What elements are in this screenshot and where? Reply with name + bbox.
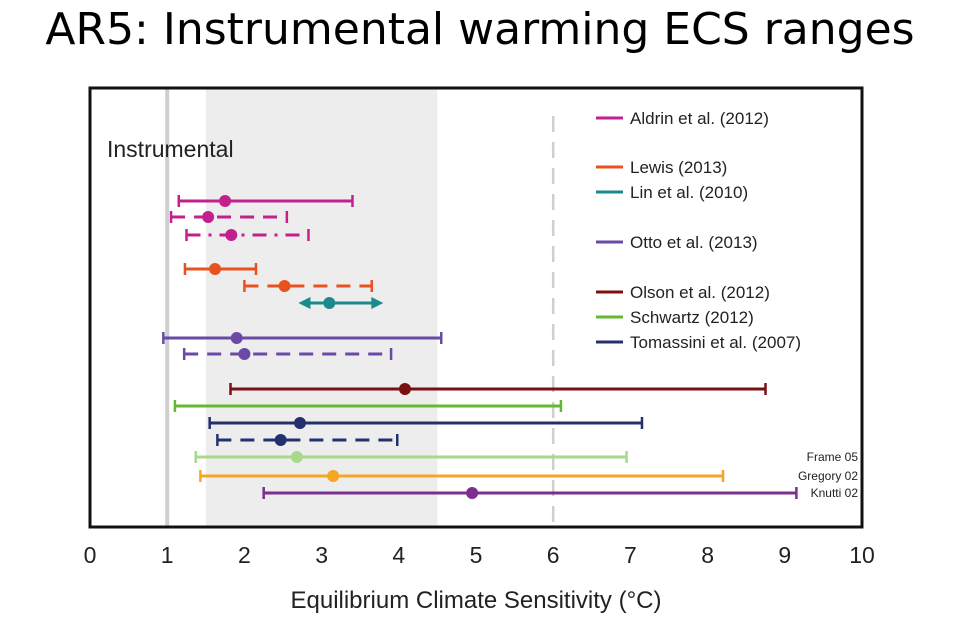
legend-item-1: Aldrin et al. (2012) [596,109,769,128]
errorbar-10 [173,400,563,412]
plot-area: Instrumental Aldrin et al. (2012) Lewis (… [88,86,864,529]
plot-frame [88,86,864,529]
panel-label: Instrumental [107,136,234,162]
best-estimate-marker [219,195,232,207]
errorbar-13 [194,451,628,463]
x-tick-label: 2 [238,542,251,568]
errorbar-11 [208,417,644,429]
errorbar-1 [177,195,354,207]
best-estimate-marker [278,280,291,292]
best-estimate-marker [323,297,336,309]
row-label: Gregory 02 [798,469,858,483]
x-axis: 0 1 2 3 4 5 6 7 8 9 10 [84,542,875,568]
likely-range-shading [205,88,438,527]
right-labels: Frame 05 Gregory 02 Knutti 02 [798,450,858,500]
best-estimate-marker [238,348,251,360]
best-estimate-marker [293,417,306,429]
errorbar-5 [243,280,374,292]
x-tick-label: 5 [470,542,483,568]
errorbar-8 [182,348,393,360]
legend-label: Aldrin et al. (2012) [630,109,769,128]
errorbar-12 [216,434,399,446]
legend-item-4: Otto et al. (2013) [596,233,758,252]
legend-label: Otto et al. (2013) [630,233,758,252]
legend-label: Lewis (2013) [630,158,727,177]
best-estimate-marker [398,383,411,395]
x-tick-label: 7 [624,542,637,568]
legend-label: Tomassini et al. (2007) [630,333,801,352]
errorbar-9 [229,383,767,395]
x-tick-label: 0 [84,542,97,568]
best-estimate-marker [274,434,287,446]
best-estimate-marker [209,263,222,275]
x-tick-label: 4 [392,542,405,568]
x-axis-label: Equilibrium Climate Sensitivity (°C) [290,587,661,614]
errorbar-6 [298,297,384,309]
best-estimate-marker [290,451,303,463]
errorbar-4 [183,263,258,275]
legend: Aldrin et al. (2012) Lewis (2013) Lin et a… [596,109,801,352]
best-estimate-marker [225,229,238,241]
x-tick-label: 10 [849,542,875,568]
x-tick-label: 9 [778,542,791,568]
row-label: Frame 05 [807,450,859,464]
x-tick-label: 8 [701,542,714,568]
best-estimate-marker [466,487,479,499]
legend-label: Lin et al. (2010) [630,183,748,202]
legend-label: Schwartz (2012) [630,308,754,327]
legend-item-3: Lin et al. (2010) [596,183,748,202]
legend-item-2: Lewis (2013) [596,158,727,177]
errorbar-14 [199,470,725,482]
legend-item-7: Tomassini et al. (2007) [596,333,801,352]
legend-item-6: Schwartz (2012) [596,308,754,327]
best-estimate-marker [327,470,340,482]
row-label: Knutti 02 [811,486,859,500]
best-estimate-marker [230,332,243,344]
legend-label: Olson et al. (2012) [630,283,770,302]
errorbar-15 [262,487,798,499]
x-tick-label: 1 [161,542,174,568]
errorbar-3 [185,229,310,241]
x-tick-label: 3 [315,542,328,568]
best-estimate-marker [202,211,215,223]
series-group [162,195,798,499]
slide-title: AR5: Instrumental warming ECS ranges [45,4,915,55]
arrow-right-icon [371,297,384,309]
errorbar-2 [169,211,289,223]
x-tick-label: 6 [547,542,560,568]
arrow-left-icon [298,297,311,309]
errorbar-7 [162,332,443,344]
legend-item-5: Olson et al. (2012) [596,283,770,302]
